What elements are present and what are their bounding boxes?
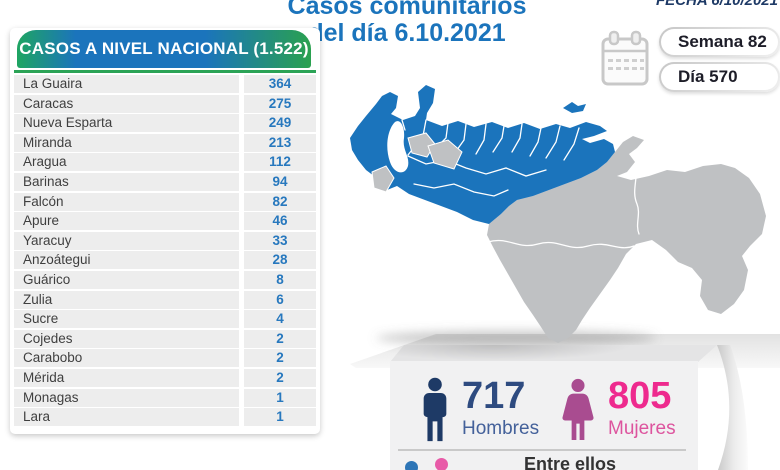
- calendar-icon: [601, 30, 649, 86]
- state-name: La Guaira: [14, 75, 239, 93]
- state-name: Caracas: [14, 94, 239, 113]
- page-title: Casos comunitarios del día 6.10.2021: [262, 0, 552, 47]
- state-name: Guárico: [14, 270, 239, 289]
- state-name: Aragua: [14, 153, 239, 172]
- state-name: Apure: [14, 212, 239, 231]
- table-row: Falcón 82: [14, 192, 316, 211]
- men-label: Hombres: [462, 418, 540, 439]
- state-name: Sucre: [14, 310, 239, 329]
- state-cases: 275: [244, 94, 316, 113]
- page-title-line1: Casos comunitarios: [287, 0, 527, 20]
- state-cases: 213: [244, 133, 316, 152]
- table-row: Barinas 94: [14, 172, 316, 191]
- map-drop-shadow: [376, 331, 656, 345]
- lake-maracaibo: [387, 121, 409, 173]
- page-title-line2: del día 6.10.2021: [308, 19, 506, 47]
- state-tachira: [371, 165, 395, 193]
- state-rows: La Guaira 364 Caracas 275 Nueva Esparta 249 Mi…: [14, 75, 316, 427]
- table-row: Lara 1: [14, 408, 316, 427]
- table-row: Yaracuy 33: [14, 231, 316, 250]
- state-cases: 82: [244, 192, 316, 211]
- women-stat: 805 Mujeres: [558, 376, 676, 444]
- state-name: Carabobo: [14, 349, 239, 368]
- women-label: Mujeres: [608, 418, 676, 439]
- state-name: Barinas: [14, 172, 239, 191]
- table-row: Carabobo 2: [14, 349, 316, 368]
- state-name: Mérida: [14, 368, 239, 387]
- state-cases: 28: [244, 251, 316, 270]
- mini-person-pink-icon: [435, 458, 448, 470]
- state-cases: 33: [244, 231, 316, 250]
- table-row: Anzoátegui 28: [14, 251, 316, 270]
- state-name: Monagas: [14, 388, 239, 407]
- day-badge: Día 570: [659, 62, 780, 92]
- table-row: Aragua 112: [14, 153, 316, 172]
- woman-icon: [562, 378, 594, 440]
- stats-panel-top: [390, 345, 717, 362]
- man-icon: [423, 377, 447, 442]
- margarita-island: [563, 102, 586, 113]
- state-cases: 1: [244, 408, 316, 427]
- state-cases: 4: [244, 310, 316, 329]
- table-row: Apure 46: [14, 212, 316, 231]
- state-cases: 8: [244, 270, 316, 289]
- state-name: Lara: [14, 408, 239, 427]
- map-active-region: [350, 85, 615, 224]
- state-name: Zulia: [14, 290, 239, 309]
- mini-person-blue-icon: [405, 461, 418, 470]
- table-row: Sucre 4: [14, 310, 316, 329]
- table-row: Nueva Esparta 249: [14, 114, 316, 133]
- table-row: Guárico 8: [14, 270, 316, 289]
- table-row: Cojedes 2: [14, 329, 316, 348]
- table-title: CASOS A NIVEL NACIONAL (1.522): [17, 30, 311, 68]
- map-inactive-region: [487, 136, 766, 343]
- state-cases: 46: [244, 212, 316, 231]
- table-title-underline: [14, 70, 316, 73]
- state-name: Miranda: [14, 133, 239, 152]
- state-portuguesa: [427, 139, 463, 170]
- state-cases: 112: [244, 153, 316, 172]
- state-cases: 94: [244, 172, 316, 191]
- stats-panel: 717 Hombres 805 Mujeres Entre ellos: [390, 361, 698, 470]
- table-row: La Guaira 364: [14, 75, 316, 93]
- state-cases: 1: [244, 388, 316, 407]
- state-name: Yaracuy: [14, 231, 239, 250]
- state-cases: 2: [244, 349, 316, 368]
- venezuela-map: [350, 85, 780, 368]
- women-count: 805: [608, 375, 672, 417]
- state-name: Nueva Esparta: [14, 114, 239, 133]
- state-cases: 249: [244, 114, 316, 133]
- table-row: Miranda 213: [14, 133, 316, 152]
- among-them-label: Entre ellos: [523, 454, 617, 470]
- table-row: Monagas 1: [14, 388, 316, 407]
- state-cases: 2: [244, 368, 316, 387]
- table-row: Zulia 6: [14, 290, 316, 309]
- table-row: Mérida 2: [14, 368, 316, 387]
- state-cases: 2: [244, 329, 316, 348]
- table-row: Caracas 275: [14, 94, 316, 113]
- inactive-western-states: [371, 132, 463, 193]
- state-cases: 6: [244, 290, 316, 309]
- week-badge: Semana 82: [659, 27, 780, 57]
- state-cases: 364: [244, 75, 316, 93]
- state-name: Anzoátegui: [14, 251, 239, 270]
- state-name: Falcón: [14, 192, 239, 211]
- state-name: Cojedes: [14, 329, 239, 348]
- men-count: 717: [462, 375, 526, 417]
- panel-divider: [398, 449, 686, 451]
- date-note: FECHA 6/10/2021: [655, 0, 778, 9]
- national-cases-card: CASOS A NIVEL NACIONAL (1.522) La Guaira…: [10, 28, 320, 434]
- page-curl: [717, 345, 748, 470]
- men-stat: 717 Hombres: [418, 376, 539, 444]
